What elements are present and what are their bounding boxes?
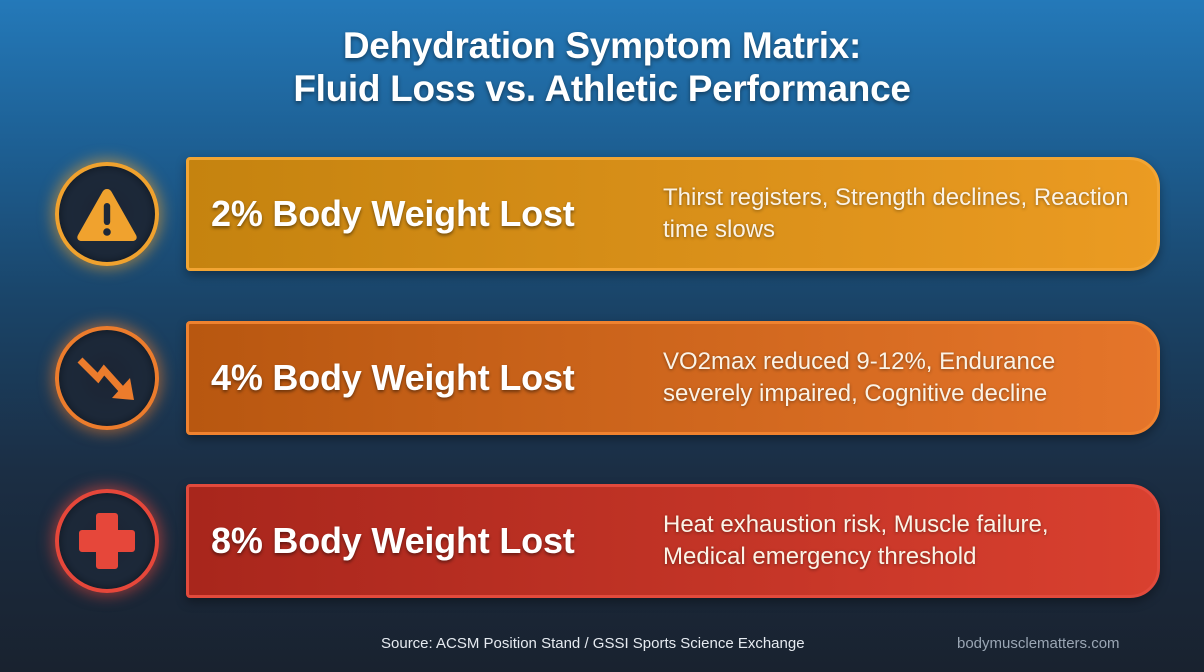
severity-banner: 4% Body Weight Lost VO2max reduced 9-12%… xyxy=(186,321,1160,435)
weight-loss-level: 2% Body Weight Lost xyxy=(211,193,575,234)
symptom-row-8-percent: 8% Body Weight Lost Heat exhaustion risk… xyxy=(0,484,1204,598)
warning-badge xyxy=(55,162,159,266)
weight-loss-level: 8% Body Weight Lost xyxy=(211,520,575,561)
page-title: Dehydration Symptom Matrix: Fluid Loss v… xyxy=(0,24,1204,110)
trend-down-badge xyxy=(55,326,159,430)
medical-badge xyxy=(55,489,159,593)
symptom-description: VO2max reduced 9-12%, Endurance severely… xyxy=(663,348,1056,407)
symptom-description: Thirst registers, Strength declines, Rea… xyxy=(663,184,1129,243)
severity-banner: 8% Body Weight Lost Heat exhaustion risk… xyxy=(186,484,1160,598)
warning-triangle-icon xyxy=(77,189,137,241)
symptom-description: Heat exhaustion risk, Muscle failure, Me… xyxy=(663,511,1049,570)
brand-watermark: bodymusclematters.com xyxy=(957,635,1120,652)
source-citation: Source: ACSM Position Stand / GSSI Sport… xyxy=(381,635,805,652)
symptom-row-4-percent: 4% Body Weight Lost VO2max reduced 9-12%… xyxy=(0,321,1204,435)
trend-down-arrow-icon xyxy=(77,357,134,400)
symptom-row-2-percent: 2% Body Weight Lost Thirst registers, St… xyxy=(0,157,1204,271)
weight-loss-level: 4% Body Weight Lost xyxy=(211,357,575,398)
title-line-2: Fluid Loss vs. Athletic Performance xyxy=(293,68,911,109)
severity-banner: 2% Body Weight Lost Thirst registers, St… xyxy=(186,157,1160,271)
title-line-1: Dehydration Symptom Matrix: xyxy=(342,25,862,66)
medical-cross-icon xyxy=(79,513,135,569)
